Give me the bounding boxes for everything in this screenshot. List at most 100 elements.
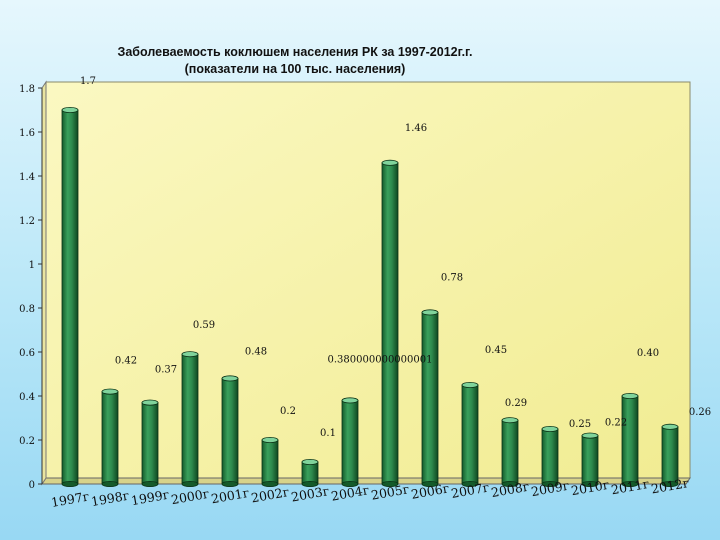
y-tick-label: 0.8 bbox=[19, 304, 35, 315]
bar-cap bbox=[421, 309, 439, 316]
x-tick-label: 2001г bbox=[210, 485, 250, 506]
x-tick-label: 2002г bbox=[250, 484, 290, 505]
bar-body bbox=[381, 162, 399, 485]
data-label: 0.22 bbox=[605, 418, 627, 429]
plot-area bbox=[41, 80, 691, 486]
bar-base bbox=[381, 480, 399, 487]
bar-body bbox=[141, 402, 159, 485]
bar-2004г bbox=[341, 397, 359, 487]
bar-body bbox=[181, 353, 199, 485]
y-tick-label: 0.4 bbox=[19, 392, 35, 403]
x-tick-label: 2007г bbox=[450, 480, 490, 501]
x-tick-label: 2009г bbox=[530, 478, 570, 499]
bar-body bbox=[541, 428, 559, 485]
bar-cap bbox=[661, 423, 679, 430]
y-tick-label: 1.2 bbox=[19, 216, 35, 227]
data-labels: 1.7 0.42 0.37 0.59 0.48 0.2 0.1 0.3800000000000… bbox=[80, 76, 711, 439]
y-tick-label: 0.6 bbox=[19, 348, 35, 359]
y-axis: 0 0.2 0.4 0.6 0.8 1 1.2 1.4 1.6 1.8 bbox=[19, 84, 43, 491]
bar-body bbox=[301, 461, 319, 485]
y-tick-label: 1.6 bbox=[19, 128, 35, 139]
bar-2005г bbox=[381, 159, 399, 487]
data-label: 0.2 bbox=[280, 406, 296, 417]
bar-body bbox=[581, 435, 599, 485]
bar-1997г bbox=[61, 107, 79, 487]
bar-body bbox=[501, 419, 519, 485]
chart-title-main: Заболеваемость коклюшем населения РК за … bbox=[117, 45, 473, 59]
y-tick-label: 1 bbox=[29, 260, 35, 271]
bars bbox=[61, 107, 679, 487]
x-tick-label: 2004г bbox=[330, 482, 370, 503]
bar-cap bbox=[501, 417, 519, 424]
data-label: 0.37 bbox=[155, 365, 177, 376]
data-label: 0.25 bbox=[569, 419, 591, 430]
x-tick-label: 2000г bbox=[170, 486, 210, 507]
bar-base bbox=[221, 480, 239, 487]
bar-base bbox=[421, 480, 439, 487]
bar-2001г bbox=[221, 375, 239, 487]
data-label: 0.380000000000001 bbox=[328, 354, 433, 365]
bar-2009г bbox=[541, 425, 559, 487]
bar-2003г bbox=[301, 458, 319, 487]
bar-base bbox=[261, 480, 279, 487]
bar-body bbox=[621, 395, 639, 485]
x-tick-label: 1999г bbox=[130, 487, 170, 508]
y-tick-label: 0.2 bbox=[19, 436, 35, 447]
x-tick-label: 2008г bbox=[490, 479, 530, 500]
bar-body bbox=[261, 439, 279, 485]
bar-base bbox=[541, 480, 559, 487]
bar-cap bbox=[301, 458, 319, 465]
data-label: 1.7 bbox=[80, 76, 96, 87]
chart-title: Заболеваемость коклюшем населения РК за … bbox=[80, 44, 510, 78]
bar-cap bbox=[181, 351, 199, 358]
bar-2006г bbox=[421, 309, 439, 487]
x-axis-labels: 1997г 1998г 1999г 2000г 2001г 2002г 2003г 2004г… bbox=[50, 475, 690, 510]
bar-base bbox=[181, 480, 199, 487]
bar-body bbox=[101, 391, 119, 485]
x-tick-label: 2010г bbox=[570, 477, 610, 498]
bar-cap bbox=[261, 436, 279, 443]
bar-base bbox=[581, 480, 599, 487]
x-tick-label: 2005г bbox=[370, 481, 410, 502]
bar-base bbox=[301, 480, 319, 487]
bar-body bbox=[61, 109, 79, 485]
x-tick-label: 2011г bbox=[610, 476, 650, 497]
bar-cap bbox=[341, 397, 359, 404]
bar-base bbox=[661, 480, 679, 487]
bar-base bbox=[61, 480, 79, 487]
chart-subtitle: (показатели на 100 тыс. населения) bbox=[184, 62, 406, 76]
bar-cap bbox=[101, 388, 119, 395]
bar-base bbox=[621, 480, 639, 487]
data-label: 0.48 bbox=[245, 346, 267, 357]
bar-2007г bbox=[461, 381, 479, 487]
y-tick-label: 1.4 bbox=[19, 172, 35, 183]
y-tick-label: 1.8 bbox=[19, 84, 35, 95]
data-label: 0.78 bbox=[441, 272, 463, 283]
bar-1999г bbox=[141, 399, 159, 487]
bar-cap bbox=[541, 425, 559, 432]
bar-base bbox=[101, 480, 119, 487]
bar-cap bbox=[141, 399, 159, 406]
bar-base bbox=[461, 480, 479, 487]
x-tick-label: 1998г bbox=[90, 488, 130, 509]
bar-body bbox=[221, 377, 239, 485]
data-label: 0.42 bbox=[115, 356, 137, 367]
bar-2008г bbox=[501, 417, 519, 487]
bar-body bbox=[421, 311, 439, 485]
bar-body bbox=[661, 426, 679, 485]
bar-cap bbox=[381, 159, 399, 166]
x-tick-label: 2012г bbox=[650, 475, 690, 496]
x-tick-label: 2006г bbox=[410, 480, 450, 501]
bar-body bbox=[461, 384, 479, 485]
data-label: 0.45 bbox=[485, 345, 507, 356]
bar-1998г bbox=[101, 388, 119, 487]
bar-base bbox=[341, 480, 359, 487]
bar-base bbox=[501, 480, 519, 487]
bar-cap bbox=[221, 375, 239, 382]
bar-cap bbox=[581, 432, 599, 439]
bar-2011г bbox=[621, 392, 639, 487]
bar-2002г bbox=[261, 436, 279, 487]
bar-body bbox=[341, 399, 359, 485]
bar-2012г bbox=[661, 423, 679, 487]
